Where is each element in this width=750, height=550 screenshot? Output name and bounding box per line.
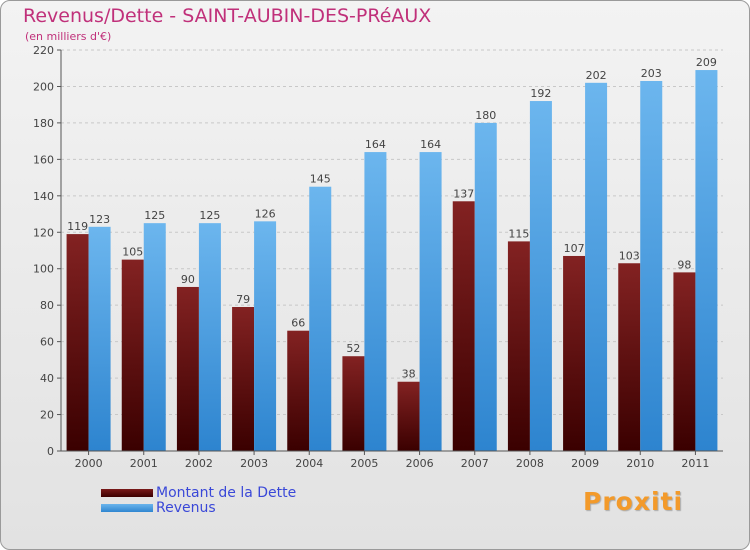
data-label-revenus: 180 [475, 109, 496, 122]
data-label-revenus: 209 [696, 56, 717, 69]
x-tick-label: 2005 [350, 457, 378, 470]
bar-dette [342, 356, 365, 451]
bar-revenus [309, 186, 332, 452]
y-tick-label: 180 [33, 117, 54, 130]
bar-dette [287, 330, 310, 451]
x-tick-label: 2011 [681, 457, 709, 470]
y-tick-label: 60 [40, 336, 54, 349]
x-tick-label: 2003 [240, 457, 268, 470]
data-label-dette: 115 [508, 227, 529, 240]
y-tick-label: 120 [33, 226, 54, 239]
x-tick-label: 2001 [130, 457, 158, 470]
bar-revenus [695, 70, 718, 452]
x-tick-label: 2002 [185, 457, 213, 470]
y-tick-label: 200 [33, 80, 54, 93]
legend-swatch-revenus [101, 504, 153, 512]
bar-dette [452, 201, 475, 451]
data-label-revenus: 145 [310, 173, 331, 186]
bar-dette [507, 241, 530, 451]
bar-dette [176, 286, 199, 451]
data-label-dette: 90 [181, 273, 195, 286]
y-tick-label: 100 [33, 263, 54, 276]
data-label-revenus: 125 [144, 209, 165, 222]
data-label-revenus: 203 [641, 67, 662, 80]
proxiti-logo: Proxiti [583, 487, 684, 516]
data-label-revenus: 164 [420, 138, 441, 151]
y-tick-label: 220 [33, 44, 54, 57]
y-tick-label: 20 [40, 409, 54, 422]
bar-dette [121, 259, 144, 451]
y-tick-label: 80 [40, 299, 54, 312]
x-tick-label: 2004 [295, 457, 323, 470]
bar-dette [397, 381, 420, 451]
data-label-revenus: 126 [255, 207, 276, 220]
x-tick-label: 2010 [626, 457, 654, 470]
x-tick-label: 2008 [516, 457, 544, 470]
y-tick-label: 160 [33, 153, 54, 166]
bar-revenus [529, 101, 552, 451]
bar-dette [618, 263, 641, 451]
legend-swatch-dette [101, 489, 153, 497]
bar-revenus [198, 223, 221, 451]
data-label-dette: 98 [677, 258, 691, 271]
bar-dette [673, 272, 696, 451]
bar-dette [66, 234, 89, 451]
bar-revenus [364, 152, 387, 451]
data-label-revenus: 192 [530, 87, 551, 100]
chart-subtitle: (en milliers d'€) [25, 30, 112, 43]
chart-title: Revenus/Dette - SAINT-AUBIN-DES-PRéAUX [23, 5, 432, 27]
y-tick-label: 40 [40, 372, 54, 385]
bar-revenus [143, 223, 166, 451]
data-label-dette: 107 [564, 242, 585, 255]
legend-label-revenus: Revenus [156, 500, 216, 516]
data-label-dette: 52 [346, 342, 360, 355]
data-label-revenus: 123 [89, 213, 110, 226]
x-tick-label: 2007 [461, 457, 489, 470]
bar-revenus [254, 221, 277, 451]
x-tick-label: 2009 [571, 457, 599, 470]
legend-label-dette: Montant de la Dette [156, 485, 297, 501]
data-label-dette: 66 [291, 317, 305, 330]
data-label-dette: 103 [619, 249, 640, 262]
data-label-dette: 119 [67, 220, 88, 233]
bar-revenus [88, 226, 111, 451]
x-tick-label: 2000 [75, 457, 103, 470]
bar-revenus [640, 80, 663, 452]
bar-revenus [474, 122, 497, 451]
data-label-dette: 137 [453, 187, 474, 200]
data-label-dette: 105 [122, 246, 143, 259]
x-tick-label: 2006 [406, 457, 434, 470]
bar-revenus [419, 152, 442, 451]
y-tick-label: 0 [47, 445, 54, 458]
y-tick-label: 140 [33, 190, 54, 203]
bar-dette [232, 307, 255, 451]
data-label-revenus: 202 [586, 69, 607, 82]
data-label-dette: 38 [402, 368, 416, 381]
bar-dette [563, 255, 586, 451]
bar-revenus [585, 82, 608, 452]
data-label-dette: 79 [236, 293, 250, 306]
data-label-revenus: 164 [365, 138, 386, 151]
data-label-revenus: 125 [199, 209, 220, 222]
